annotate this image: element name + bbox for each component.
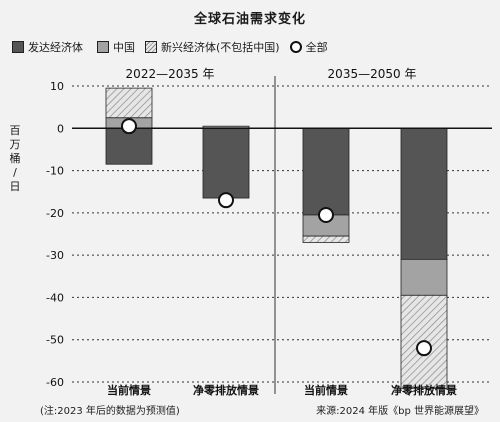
category-label: 当前情景 <box>107 383 151 397</box>
bar-developed <box>202 127 250 199</box>
legend-swatch-china <box>97 41 109 53</box>
legend-swatch-emerging <box>145 41 157 53</box>
total-marker <box>416 340 432 357</box>
bar-developed <box>302 127 350 216</box>
chart-title: 全球石油需求变化 <box>193 12 306 27</box>
bar-emerging <box>105 87 153 119</box>
legend-item-emerging: 新兴经济体(不包括中国) <box>145 39 280 55</box>
legend-label-emerging: 新兴经济体(不包括中国) <box>161 41 280 54</box>
legend-item-total: 全部 <box>289 39 328 55</box>
legend-item-china: 中国 <box>97 39 135 55</box>
y-tick-label: -30 <box>46 249 64 262</box>
total-marker <box>121 118 137 135</box>
bar-china <box>400 258 448 296</box>
y-tick-label: -40 <box>46 291 64 304</box>
y-tick-label: -20 <box>46 207 64 220</box>
y-tick-label: -60 <box>46 376 64 389</box>
category-label: 净零排放情景 <box>391 383 457 397</box>
y-axis-title: 百万桶 / 日 <box>8 124 22 194</box>
category-label: 当前情景 <box>304 383 348 397</box>
y-tick-label: 0 <box>57 122 64 135</box>
total-marker <box>318 206 334 223</box>
legend-swatch-total <box>289 41 302 53</box>
legend-label-china: 中国 <box>113 41 135 54</box>
source-note: 来源:2024 年版《bp 世界能源展望》 <box>316 406 484 417</box>
footnote: (注:2023 年后的数据为预测值) <box>40 406 180 417</box>
bar-developed <box>400 127 448 260</box>
legend: 发达经济体 中国 新兴经济体(不包括中国) 全部 <box>12 40 338 54</box>
legend-swatch-developed <box>12 41 24 53</box>
total-marker <box>218 192 234 209</box>
legend-item-developed: 发达经济体 <box>12 39 83 55</box>
y-axis-title-char: 桶 <box>9 152 21 165</box>
period-label: 2022—2035 年 <box>126 67 215 81</box>
y-axis-title-char: 万 <box>9 138 21 151</box>
bar-developed <box>105 127 153 165</box>
y-axis-title-char: / <box>13 166 17 179</box>
y-axis-title-char: 日 <box>9 180 21 193</box>
y-axis-title-char: 百 <box>9 124 21 137</box>
category-label: 净零排放情景 <box>193 383 259 397</box>
y-tick-label: -50 <box>46 334 64 347</box>
legend-label-total: 全部 <box>305 41 328 54</box>
bar-emerging <box>302 235 350 243</box>
y-tick-label: 10 <box>50 80 64 93</box>
legend-label-developed: 发达经济体 <box>28 41 83 54</box>
y-tick-label: -10 <box>46 165 64 178</box>
period-label: 2035—2050 年 <box>328 67 417 81</box>
